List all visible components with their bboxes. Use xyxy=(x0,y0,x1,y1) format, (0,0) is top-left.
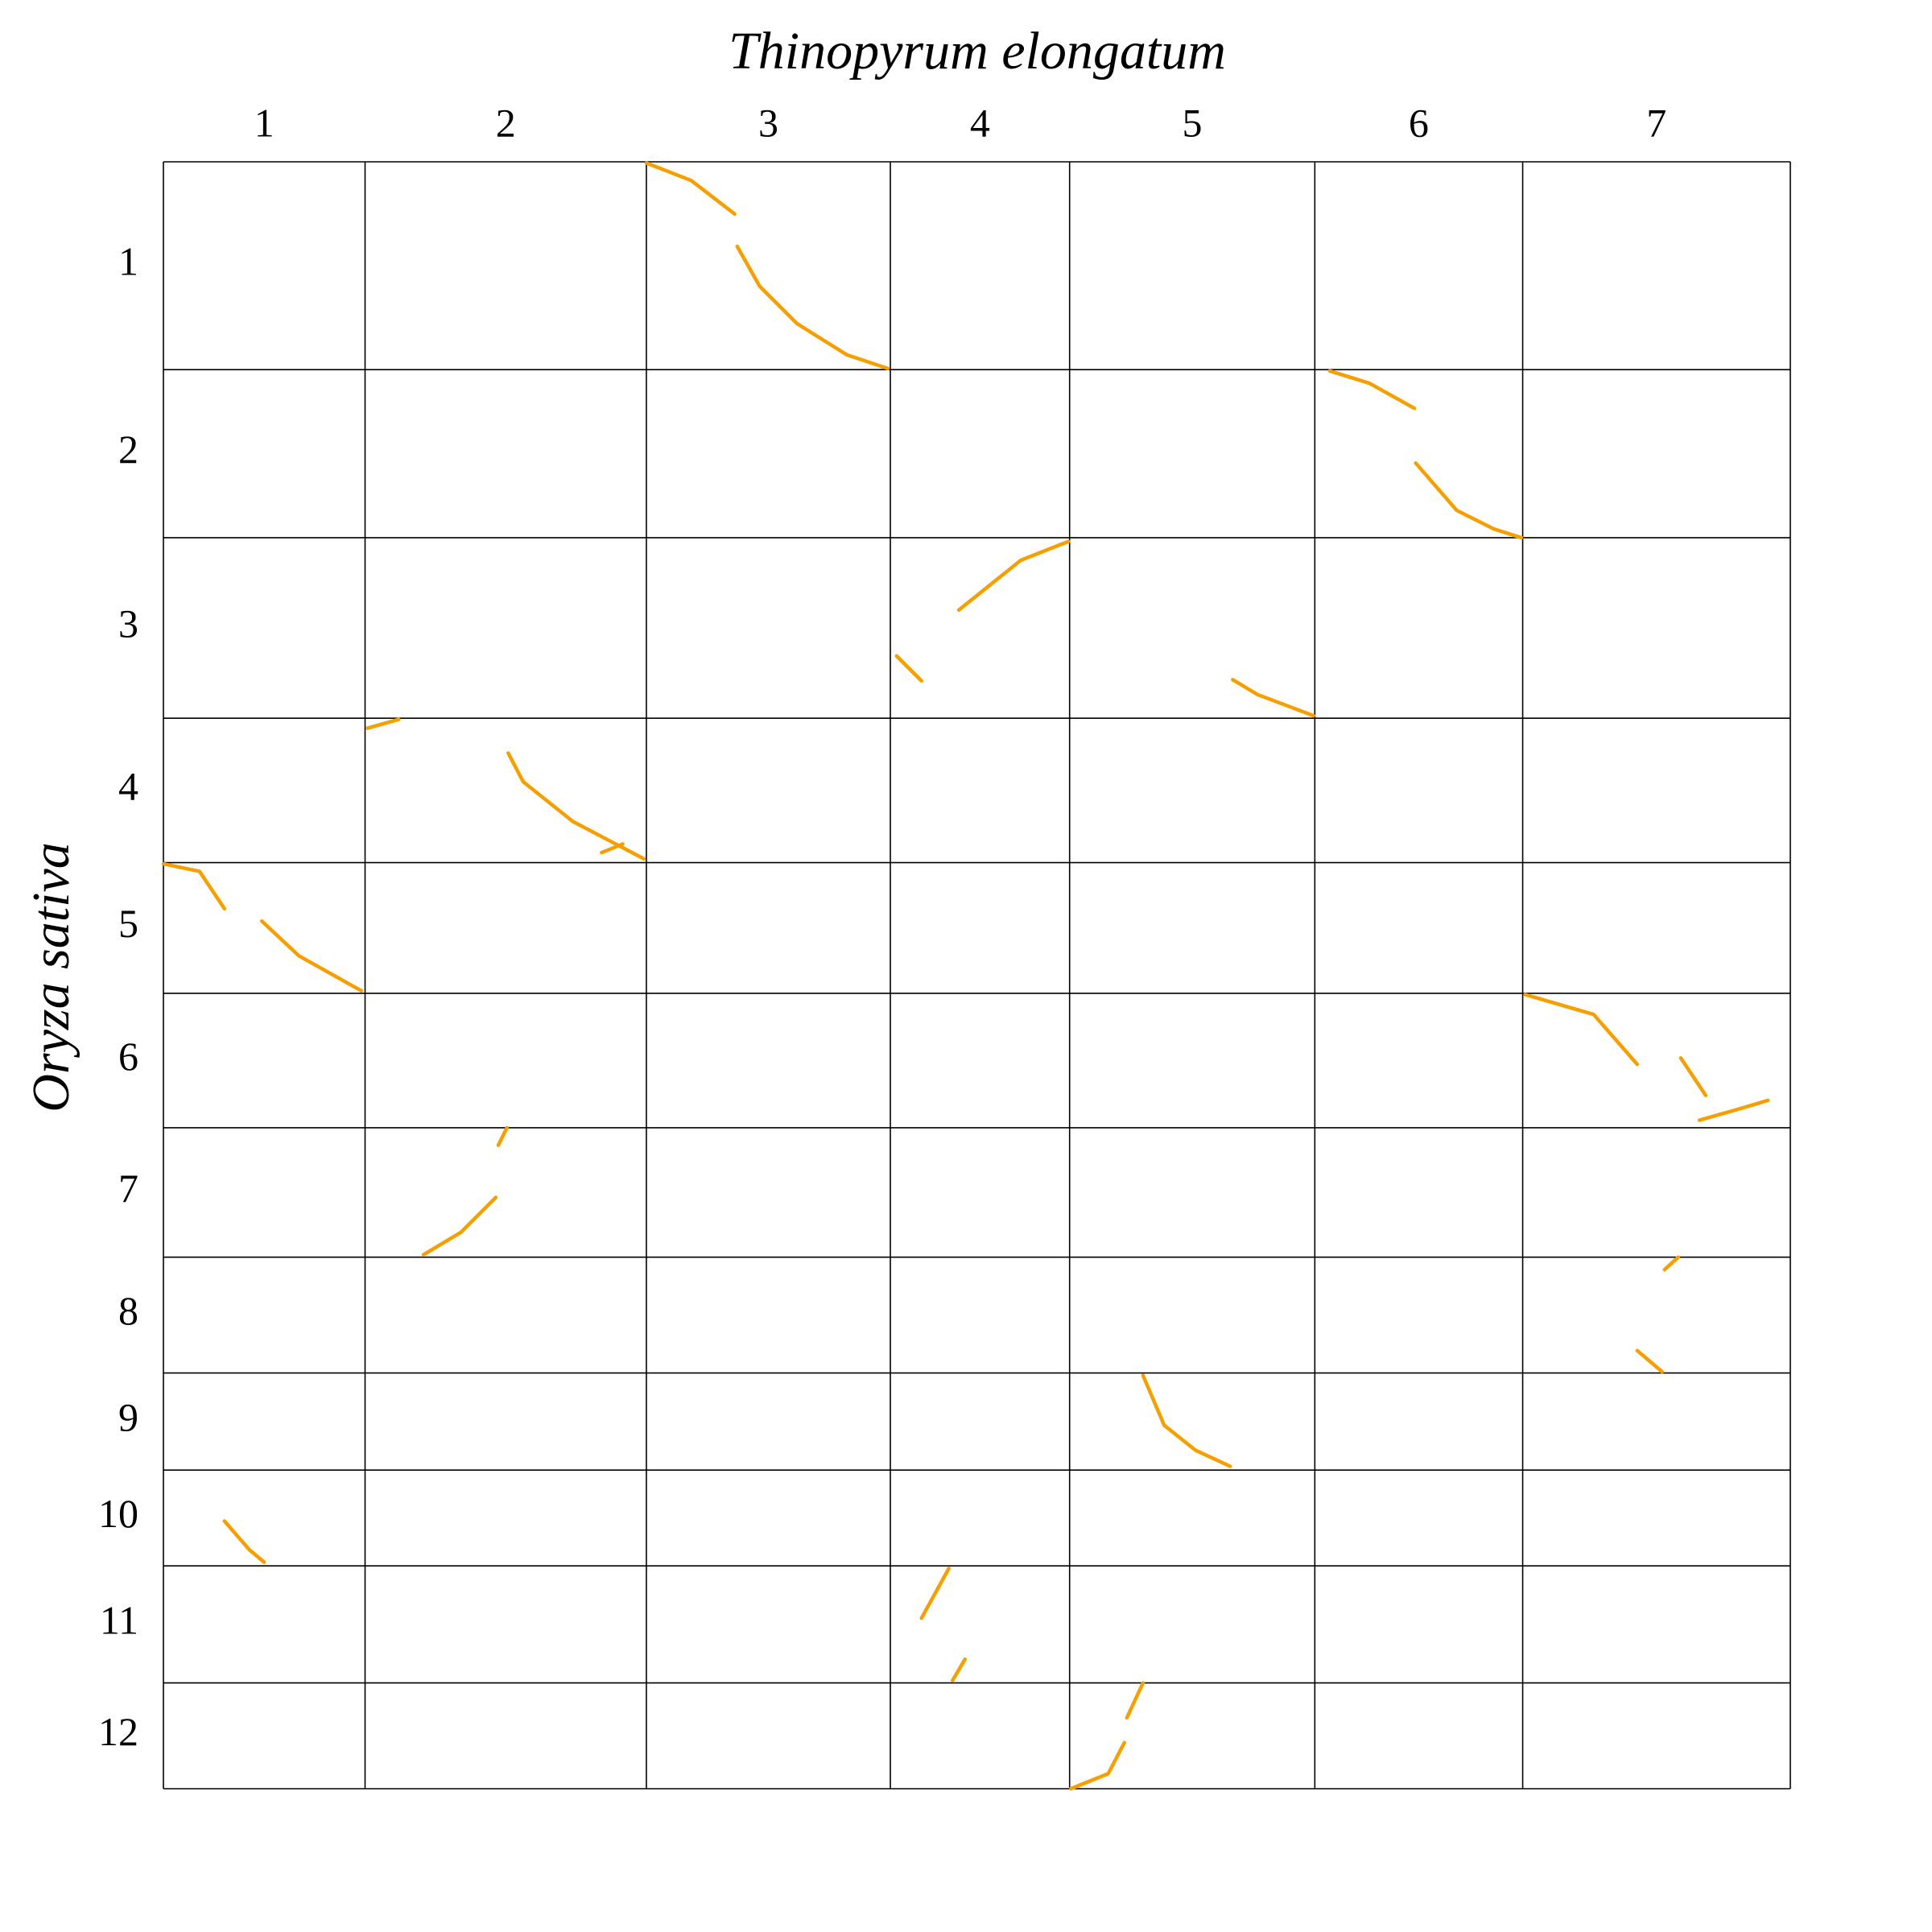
synteny-segment xyxy=(1697,1098,1770,1122)
x-axis-title: Thinopyrum elongatum xyxy=(729,22,1226,80)
synteny-segment xyxy=(161,861,227,911)
synteny-segment xyxy=(1662,1255,1681,1272)
y-tick-label: 7 xyxy=(118,1166,138,1211)
synteny-segment xyxy=(1523,993,1640,1067)
synteny-segment xyxy=(735,244,890,370)
y-tick-label: 12 xyxy=(98,1709,138,1754)
synteny-segment xyxy=(1068,1740,1126,1791)
synteny-segment xyxy=(365,717,401,730)
x-tick-label: 1 xyxy=(254,100,275,145)
y-tick-label: 2 xyxy=(118,427,138,472)
x-tick-label: 4 xyxy=(970,100,990,145)
synteny-segment xyxy=(600,842,625,855)
x-tick-label: 6 xyxy=(1409,100,1429,145)
x-tick-label: 5 xyxy=(1183,100,1203,145)
synteny-segment xyxy=(506,751,646,861)
x-tick-label: 7 xyxy=(1646,100,1666,145)
y-tick-label: 1 xyxy=(118,239,138,284)
x-tick-label: 2 xyxy=(496,100,516,145)
synteny-segment xyxy=(1141,1373,1232,1468)
synteny-segment xyxy=(1125,1681,1146,1720)
y-tick-label: 5 xyxy=(118,901,138,946)
synteny-segment xyxy=(919,1567,951,1620)
synteny-segment xyxy=(421,1195,498,1257)
synteny-segment xyxy=(259,919,364,993)
y-tick-label: 3 xyxy=(118,601,138,646)
x-tick-label: 3 xyxy=(758,100,778,145)
synteny-segment xyxy=(222,1519,266,1564)
y-tick-label: 11 xyxy=(100,1597,138,1642)
y-tick-label: 9 xyxy=(118,1394,138,1439)
y-tick-label: 4 xyxy=(118,763,138,808)
synteny-segment xyxy=(1414,460,1524,540)
synteny-segment xyxy=(496,1125,510,1147)
synteny-segment xyxy=(956,539,1071,612)
synteny-segment xyxy=(1231,678,1316,718)
y-tick-label: 8 xyxy=(118,1288,138,1333)
synteny-segment xyxy=(1327,369,1417,411)
y-tick-label: 10 xyxy=(98,1491,138,1536)
y-tick-label: 6 xyxy=(118,1034,138,1079)
synteny-segment xyxy=(644,161,737,217)
synteny-segment xyxy=(1678,1056,1708,1097)
y-axis-title: Oryza sativa xyxy=(22,842,80,1112)
synteny-segment xyxy=(951,1657,968,1682)
synteny-segment xyxy=(894,654,923,683)
synteny-segment xyxy=(1635,1348,1664,1374)
